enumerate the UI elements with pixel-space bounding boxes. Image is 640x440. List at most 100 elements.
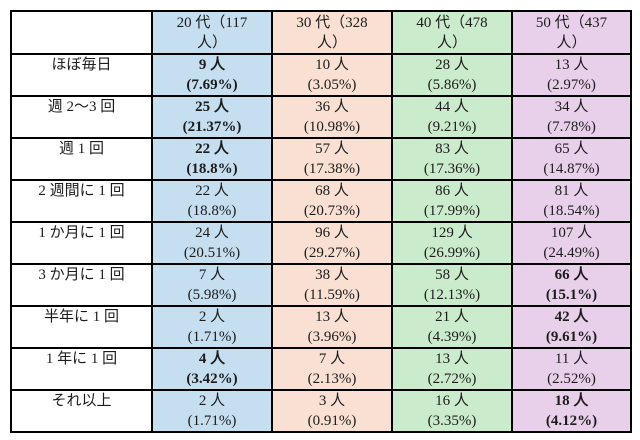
cell-count: 22 人 [195, 183, 229, 199]
data-cell: 57 人 (17.38%) [271, 137, 393, 181]
data-cell: 22 人 (18.8%) [151, 179, 273, 223]
data-cell: 42 人 (9.61%) [511, 305, 632, 349]
cell-count: 28 人 [435, 57, 469, 73]
data-cell: 65 人 (14.87%) [511, 137, 632, 181]
data-cell: 7 人 (5.98%) [151, 263, 273, 307]
row-label: 週 1 回 [10, 137, 153, 181]
cell-percent: (2.52%) [547, 371, 596, 387]
data-cell: 58 人 (12.13%) [391, 263, 513, 307]
cell-percent: (18.8%) [186, 161, 238, 177]
cell-percent: (15.1%) [545, 287, 598, 303]
table-body: ほぼ毎日 9 人 (7.69%) 10 人 (3.05%) 28 人 (5.86%) 13 人… [10, 53, 632, 433]
data-cell: 7 人 (2.13%) [271, 347, 393, 391]
cell-count: 22 人 [195, 141, 229, 157]
cell-percent: (11.59%) [304, 287, 360, 303]
column-header-line2: 人） [436, 34, 467, 51]
cell-percent: (17.36%) [423, 161, 481, 177]
data-cell: 28 人 (5.86%) [391, 53, 513, 97]
row-label: 1 か月に 1 回 [10, 221, 153, 265]
cell-count: 57 人 [315, 141, 349, 157]
data-cell: 11 人 (2.52%) [511, 347, 632, 391]
table-row: 1 か月に 1 回 24 人 (20.51%) 96 人 (29.27%) 129 人 (2… [10, 221, 632, 265]
cell-count: 4 人 [198, 351, 226, 367]
row-label: 3 か月に 1 回 [10, 263, 153, 307]
cell-count: 81 人 [554, 183, 589, 199]
cell-percent: (17.38%) [303, 161, 361, 177]
cell-count: 96 人 [315, 225, 349, 241]
data-cell: 13 人 (2.72%) [391, 347, 513, 391]
data-cell: 81 人 (18.54%) [511, 179, 632, 223]
cell-count: 10 人 [315, 57, 349, 73]
cell-count: 2 人 [198, 393, 226, 409]
data-cell: 36 人 (10.98%) [271, 95, 393, 139]
data-cell: 21 人 (4.39%) [391, 305, 513, 349]
data-cell: 34 人 (7.78%) [511, 95, 632, 139]
cell-count: 3 人 [318, 393, 346, 409]
cell-count: 24 人 [195, 225, 229, 241]
cell-count: 25 人 [195, 99, 229, 115]
cell-count: 129 人 [431, 225, 473, 241]
data-cell: 44 人 (9.21%) [391, 95, 513, 139]
cell-percent: (2.13%) [307, 371, 357, 387]
data-cell: 68 人 (20.73%) [271, 179, 393, 223]
cell-count: 7 人 [198, 267, 226, 283]
data-cell: 16 人 (3.35%) [391, 389, 513, 433]
cell-count: 11 人 [554, 351, 589, 367]
cell-percent: (5.86%) [427, 77, 477, 93]
frequency-table: 20 代（117 人） 30 代（328 人） 40 代（478 人） 50 代（437 人）… [10, 10, 632, 433]
cell-percent: (1.71%) [187, 329, 237, 345]
cell-count: 65 人 [554, 141, 589, 157]
cell-count: 107 人 [550, 225, 593, 241]
cell-percent: (3.42%) [186, 371, 238, 387]
cell-count: 16 人 [435, 393, 469, 409]
cell-count: 18 人 [554, 393, 589, 409]
cell-count: 42 人 [554, 309, 589, 325]
cell-percent: (7.78%) [547, 119, 596, 135]
data-cell: 107 人 (24.49%) [511, 221, 632, 265]
data-cell: 10 人 (3.05%) [271, 53, 393, 97]
table-row: 2 週間に 1 回 22 人 (18.8%) 68 人 (20.73%) 86 人 (17.… [10, 179, 632, 223]
cell-percent: (9.61%) [545, 329, 598, 345]
table-row: 半年に 1 回 2 人 (1.71%) 13 人 (3.96%) 21 人 (4.39%) 4… [10, 305, 632, 349]
column-header-line1: 30 代（328 [296, 14, 368, 31]
cell-count: 83 人 [435, 141, 469, 157]
column-header-30s: 30 代（328 人） [271, 10, 393, 55]
data-cell: 25 人 (21.37%) [151, 95, 273, 139]
column-header-line1: 20 代（117 [176, 14, 248, 31]
cell-percent: (4.12%) [545, 413, 598, 429]
row-label: 半年に 1 回 [10, 305, 153, 349]
cell-count: 44 人 [435, 99, 469, 115]
cell-percent: (5.98%) [187, 287, 237, 303]
cell-percent: (4.39%) [427, 329, 477, 345]
column-header-line1: 50 代（437 [535, 14, 608, 31]
data-cell: 3 人 (0.91%) [271, 389, 393, 433]
cell-count: 9 人 [198, 57, 226, 73]
cell-count: 58 人 [435, 267, 469, 283]
row-label: 週 2～3 回 [10, 95, 153, 139]
cell-percent: (29.27%) [303, 245, 361, 261]
cell-percent: (2.72%) [427, 371, 477, 387]
cell-percent: (7.69%) [186, 77, 238, 93]
cell-percent: (12.13%) [423, 287, 481, 303]
cell-percent: (18.54%) [543, 203, 600, 219]
cell-count: 21 人 [435, 309, 469, 325]
cell-percent: (20.73%) [303, 203, 361, 219]
cell-percent: (21.37%) [182, 119, 242, 135]
cell-percent: (20.51%) [183, 245, 241, 261]
cell-percent: (3.96%) [307, 329, 357, 345]
row-label: 2 週間に 1 回 [10, 179, 153, 223]
cell-percent: (24.49%) [543, 245, 600, 261]
cell-count: 7 人 [318, 351, 346, 367]
table-row: 週 2～3 回 25 人 (21.37%) 36 人 (10.98%) 44 人 (9.21… [10, 95, 632, 139]
cell-percent: (14.87%) [543, 161, 600, 177]
data-cell: 4 人 (3.42%) [151, 347, 273, 391]
data-cell: 13 人 (2.97%) [511, 53, 632, 97]
row-label: 1 年に 1 回 [10, 347, 153, 391]
column-header-line2: 人） [556, 34, 587, 51]
cell-percent: (3.35%) [427, 413, 477, 429]
cell-count: 66 人 [554, 267, 589, 283]
cell-count: 13 人 [435, 351, 469, 367]
column-header-line2: 人） [196, 34, 227, 51]
table-row: それ以上 2 人 (1.71%) 3 人 (0.91%) 16 人 (3.35%) 18 人 (… [10, 389, 632, 433]
cell-percent: (0.91%) [307, 413, 357, 429]
